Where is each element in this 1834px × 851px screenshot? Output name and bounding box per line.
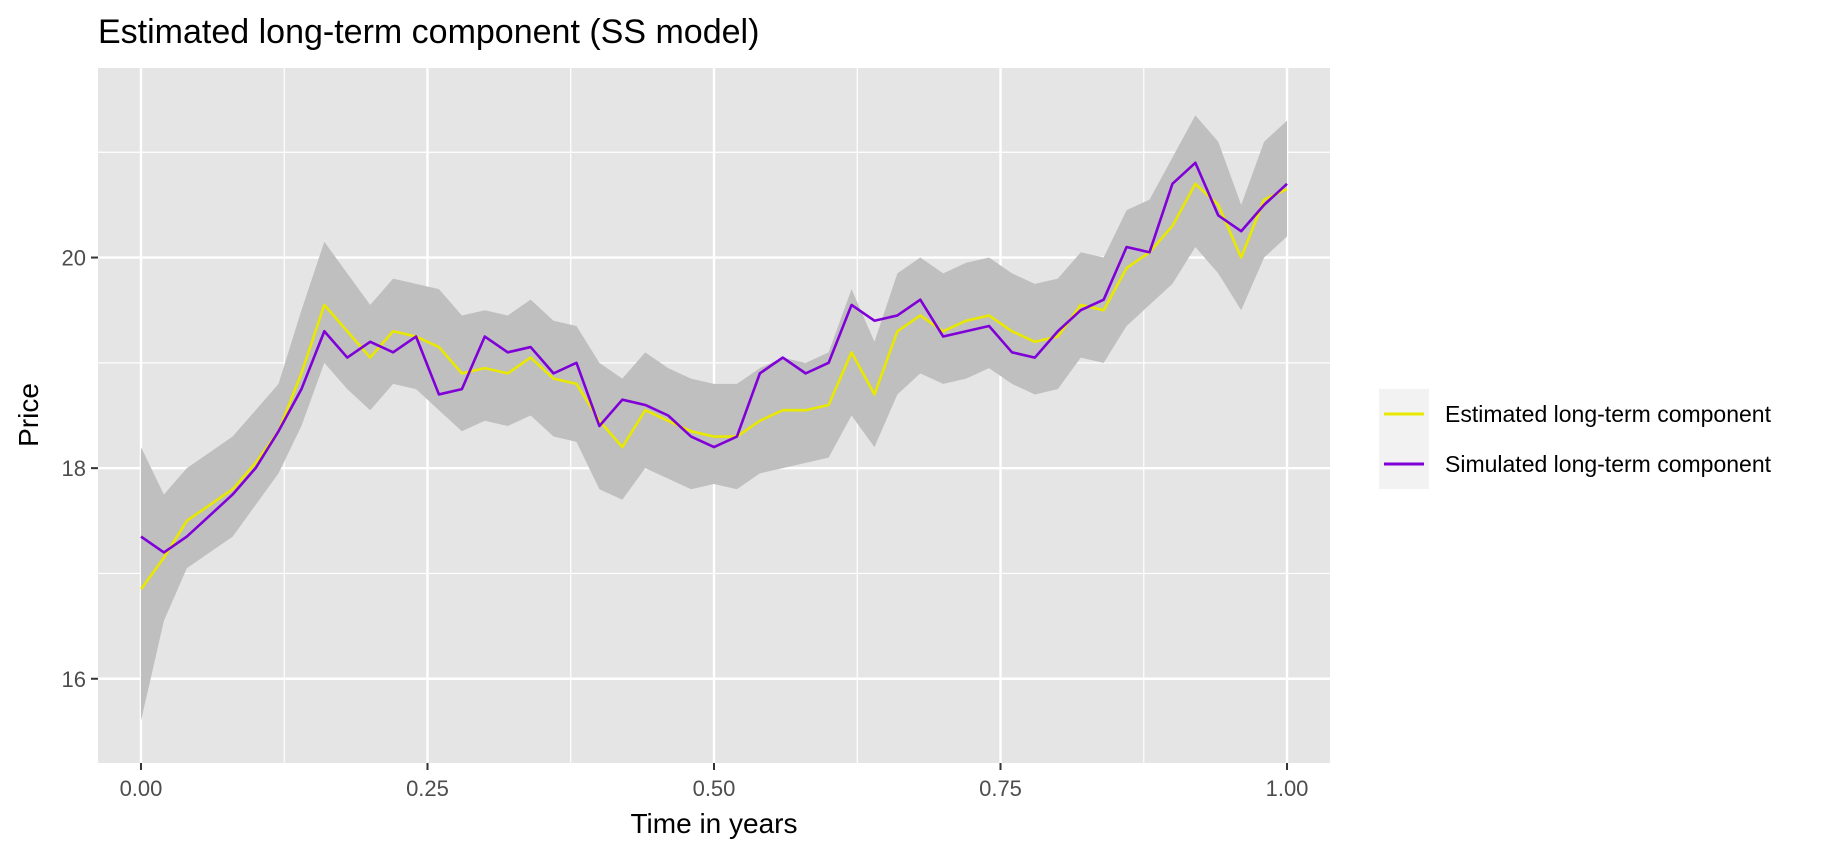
- legend-label-simulated: Simulated long-term component: [1445, 451, 1772, 477]
- y-axis-title: Price: [13, 383, 44, 447]
- y-tick-label: 18: [62, 456, 86, 481]
- x-tick-label: 0.25: [406, 776, 449, 801]
- x-axis-title: Time in years: [630, 808, 797, 839]
- x-tick-label: 0.50: [693, 776, 736, 801]
- y-axis: 16 18 20: [62, 246, 98, 692]
- x-tick-label: 0.75: [979, 776, 1022, 801]
- chart-title: Estimated long-term component (SS model): [98, 13, 759, 51]
- confidence-band: [140, 115, 1288, 721]
- x-tick-label: 1.00: [1266, 776, 1309, 801]
- y-tick-label: 20: [62, 246, 86, 271]
- y-tick-label: 16: [62, 667, 86, 692]
- x-tick-label: 0.00: [120, 776, 163, 801]
- legend: Estimated long-term component Simulated …: [1379, 389, 1772, 489]
- legend-label-estimated: Estimated long-term component: [1445, 401, 1772, 427]
- series-line-simulated: [140, 161, 1288, 554]
- series-line-estimated: [139, 182, 1288, 591]
- x-axis: 0.00 0.25 0.50 0.75 1.00: [120, 763, 1309, 801]
